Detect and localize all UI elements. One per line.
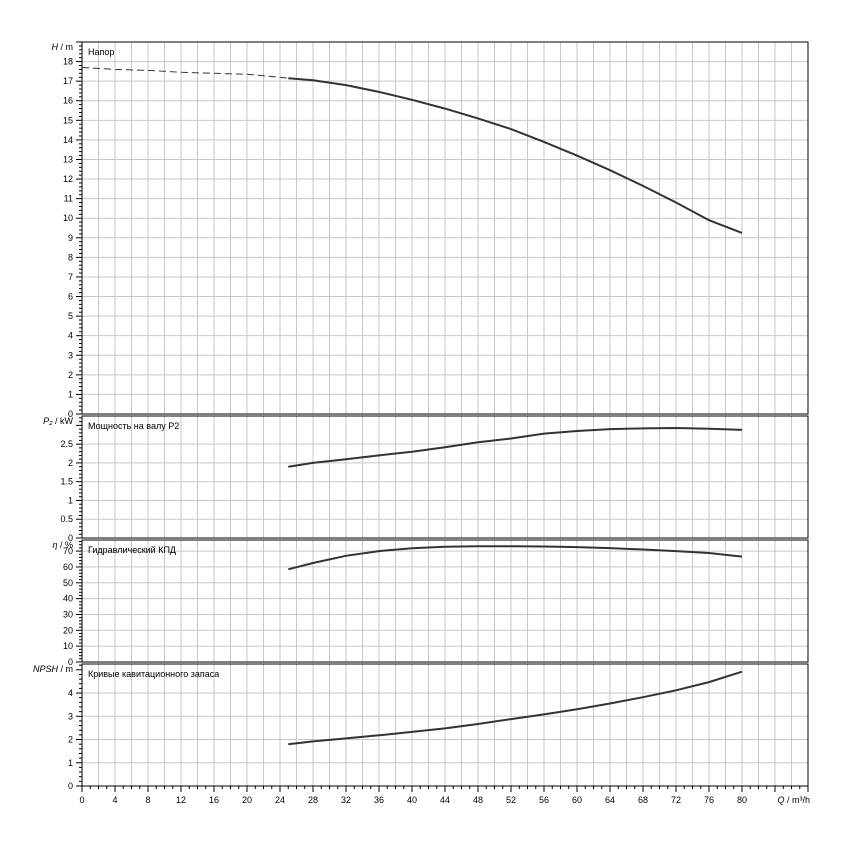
- x-tick-label: 44: [440, 795, 450, 805]
- y-tick-label: 6: [68, 292, 73, 302]
- panel-title-npsh: Кривые кавитационного запаса: [88, 669, 219, 679]
- y-tick-label: 60: [63, 562, 73, 572]
- y-tick-label: 0: [68, 533, 73, 543]
- y-axis-label-npsh: NPSH / m: [33, 664, 73, 674]
- y-tick-label: 40: [63, 594, 73, 604]
- y-tick-label: 10: [63, 641, 73, 651]
- x-tick-label: 8: [145, 795, 150, 805]
- x-tick-label: 40: [407, 795, 417, 805]
- y-tick-label: 15: [63, 115, 73, 125]
- panel-frame-head: [81, 41, 809, 415]
- panel-title-efficiency: Гидравлический КПД: [88, 545, 176, 555]
- x-tick-label: 80: [737, 795, 747, 805]
- y-tick-label: 50: [63, 578, 73, 588]
- y-tick-label: 2: [68, 458, 73, 468]
- y-tick-label: 1: [68, 495, 73, 505]
- x-tick-label: 16: [209, 795, 219, 805]
- x-tick-label: 56: [539, 795, 549, 805]
- panel-title-power: Мощность на валу P2: [88, 421, 179, 431]
- x-tick-label: 68: [638, 795, 648, 805]
- y-tick-label: 14: [63, 135, 73, 145]
- curve-dashed-head: [81, 67, 289, 79]
- y-tick-label: 18: [63, 57, 73, 67]
- y-tick-label: 9: [68, 233, 73, 243]
- curve-efficiency: [288, 545, 743, 571]
- y-tick-label: 7: [68, 272, 73, 282]
- x-tick-label: 4: [112, 795, 117, 805]
- x-tick-label: 76: [704, 795, 714, 805]
- grid-layer: [82, 42, 808, 786]
- x-tick-label: 36: [374, 795, 384, 805]
- y-tick-label: 10: [63, 213, 73, 223]
- y-tick-label: 13: [63, 154, 73, 164]
- y-tick-label: 3: [68, 350, 73, 360]
- y-tick-label: 0: [68, 657, 73, 667]
- curve-npsh: [288, 670, 743, 746]
- curve-layer: [81, 67, 743, 746]
- y-tick-label: 4: [68, 331, 73, 341]
- x-tick-label: 12: [176, 795, 186, 805]
- y-tick-label: 0.5: [60, 514, 73, 524]
- curve-power: [288, 426, 743, 468]
- x-tick-label: 32: [341, 795, 351, 805]
- y-tick-label: 11: [64, 194, 73, 204]
- y-tick-label: 1: [68, 389, 73, 399]
- panel-frame-efficiency: [81, 539, 809, 663]
- y-tick-label: 8: [68, 252, 73, 262]
- y-tick-label: 20: [63, 625, 73, 635]
- y-axis-label-efficiency: η / %: [52, 540, 73, 550]
- y-tick-label: 1.5: [60, 477, 73, 487]
- x-tick-label: 52: [506, 795, 516, 805]
- x-axis-label: Q / m³/h: [777, 795, 810, 805]
- x-tick-label: 48: [473, 795, 483, 805]
- panel-frame-power: [81, 415, 809, 539]
- x-tick-label: 28: [308, 795, 318, 805]
- y-tick-label: 3: [68, 711, 73, 721]
- frame-layer: [76, 41, 809, 792]
- y-tick-label: 5: [68, 311, 73, 321]
- y-tick-label: 2.5: [60, 439, 73, 449]
- x-tick-label: 0: [79, 795, 84, 805]
- y-tick-label: 0: [68, 409, 73, 419]
- y-tick-label: 70: [63, 546, 73, 556]
- y-tick-label: 0: [68, 781, 73, 791]
- curve-head: [288, 77, 743, 234]
- y-tick-label: 12: [63, 174, 73, 184]
- panel-title-head: Напор: [88, 47, 114, 57]
- x-tick-label: 60: [572, 795, 582, 805]
- x-tick-label: 20: [242, 795, 252, 805]
- x-tick-label: 72: [671, 795, 681, 805]
- y-axis-label-power: P₂ / kW: [43, 416, 73, 426]
- y-tick-label: 16: [63, 96, 73, 106]
- y-tick-label: 4: [68, 688, 73, 698]
- y-tick-label: 2: [68, 370, 73, 380]
- x-tick-label: 64: [605, 795, 615, 805]
- y-tick-label: 2: [68, 735, 73, 745]
- y-tick-label: 30: [63, 609, 73, 619]
- y-tick-label: 17: [63, 76, 73, 86]
- y-tick-label: 1: [68, 758, 73, 768]
- y-axis-label-head: H / m: [52, 42, 74, 52]
- x-tick-label: 24: [275, 795, 285, 805]
